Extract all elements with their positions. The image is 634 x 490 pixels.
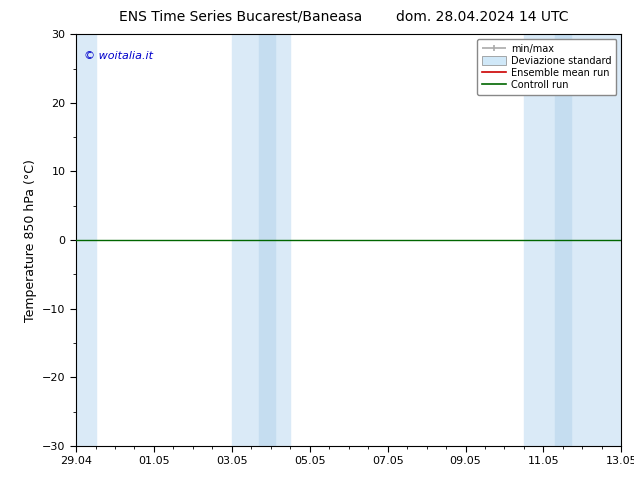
- Bar: [555, 34, 571, 446]
- Legend: min/max, Deviazione standard, Ensemble mean run, Controll run: min/max, Deviazione standard, Ensemble m…: [477, 39, 616, 95]
- Text: © woitalia.it: © woitalia.it: [84, 51, 153, 61]
- Y-axis label: Temperature 850 hPa (°C): Temperature 850 hPa (°C): [23, 159, 37, 321]
- Bar: [524, 34, 634, 446]
- Bar: [56, 34, 96, 446]
- Text: dom. 28.04.2024 14 UTC: dom. 28.04.2024 14 UTC: [396, 10, 568, 24]
- Bar: [259, 34, 275, 446]
- Bar: [232, 34, 290, 446]
- Text: ENS Time Series Bucarest/Baneasa: ENS Time Series Bucarest/Baneasa: [119, 10, 363, 24]
